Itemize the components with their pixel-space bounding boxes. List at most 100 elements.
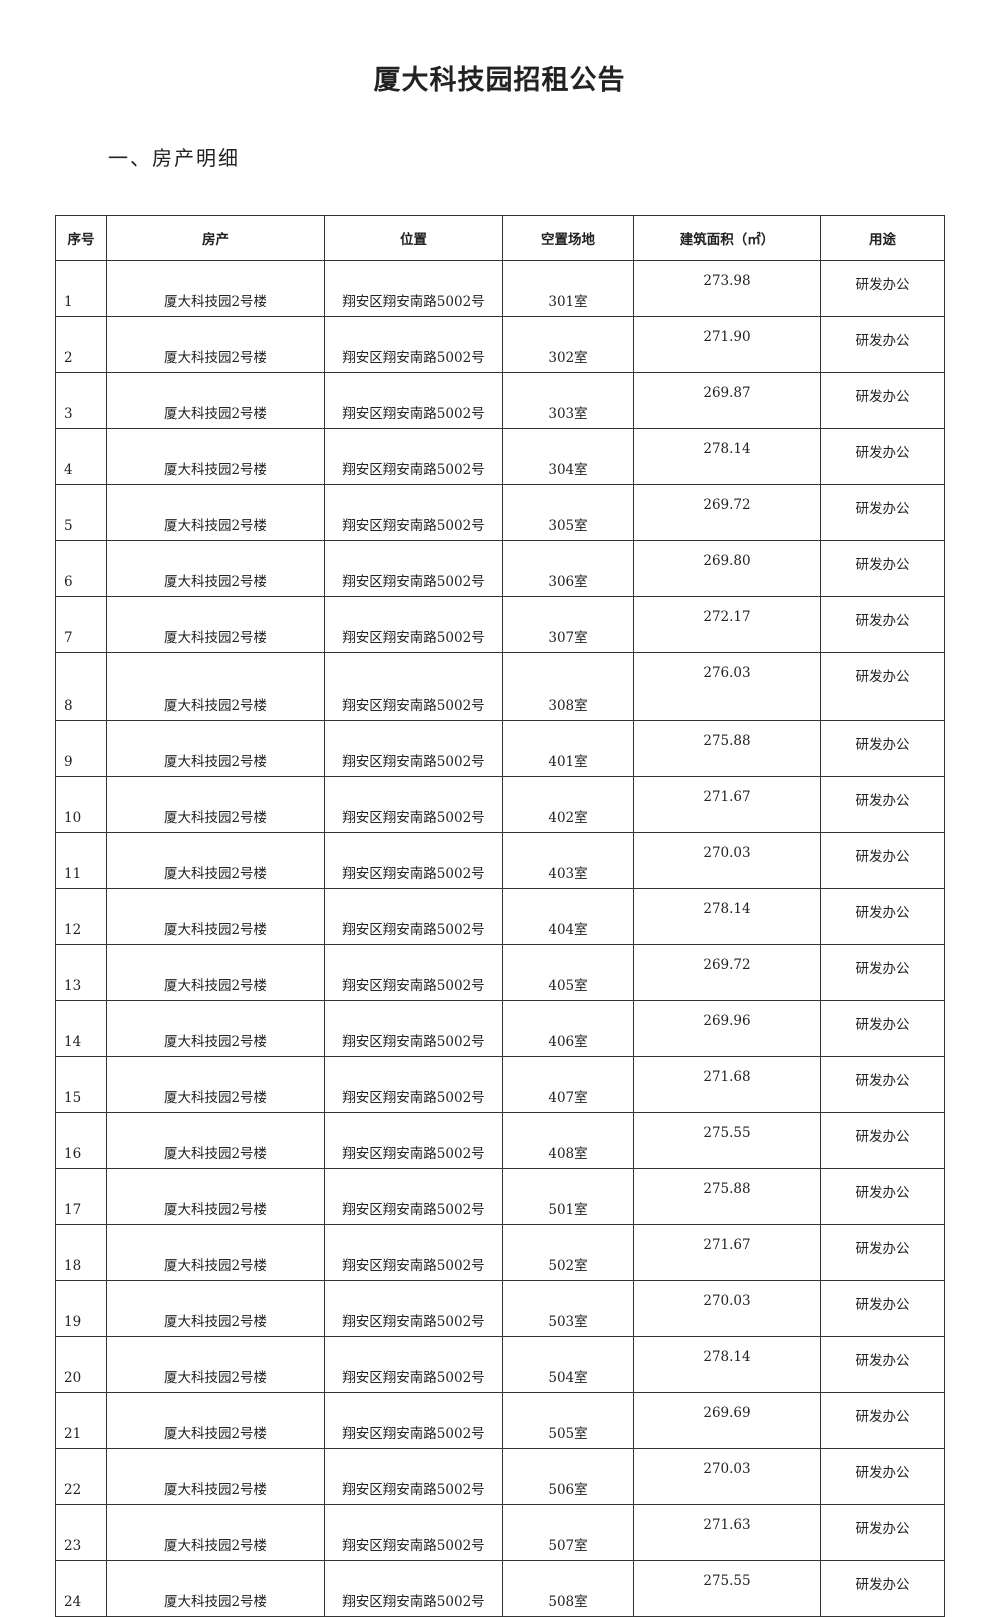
cell-vacant-space: 503室 [502, 1280, 634, 1337]
cell-usage: 研发办公 [820, 484, 945, 541]
cell-floor-area: 275.55 [633, 1112, 821, 1169]
cell-property: 厦大科技园2号楼 [106, 720, 325, 777]
cell-floor-area: 273.98 [633, 260, 821, 317]
cell-floor-area: 278.14 [633, 888, 821, 945]
table-row: 7 厦大科技园2号楼 翔安区翔安南路5002号 307室 272.17 研发办公 [55, 596, 945, 653]
cell-index: 24 [55, 1560, 107, 1617]
cell-usage: 研发办公 [820, 652, 945, 721]
cell-property: 厦大科技园2号楼 [106, 832, 325, 889]
cell-property: 厦大科技园2号楼 [106, 1504, 325, 1561]
header-property: 房产 [106, 215, 325, 261]
cell-index: 4 [55, 428, 107, 485]
cell-property: 厦大科技园2号楼 [106, 316, 325, 373]
cell-location: 翔安区翔安南路5002号 [324, 596, 503, 653]
cell-vacant-space: 502室 [502, 1224, 634, 1281]
cell-usage: 研发办公 [820, 596, 945, 653]
cell-index: 22 [55, 1448, 107, 1505]
cell-property: 厦大科技园2号楼 [106, 260, 325, 317]
cell-floor-area: 269.80 [633, 540, 821, 597]
table-row: 9 厦大科技园2号楼 翔安区翔安南路5002号 401室 275.88 研发办公 [55, 720, 945, 777]
cell-usage: 研发办公 [820, 832, 945, 889]
cell-index: 8 [55, 652, 107, 721]
cell-floor-area: 278.14 [633, 1336, 821, 1393]
cell-property: 厦大科技园2号楼 [106, 1448, 325, 1505]
cell-vacant-space: 302室 [502, 316, 634, 373]
cell-location: 翔安区翔安南路5002号 [324, 944, 503, 1001]
cell-usage: 研发办公 [820, 540, 945, 597]
cell-index: 7 [55, 596, 107, 653]
cell-index: 20 [55, 1336, 107, 1393]
table-row: 22 厦大科技园2号楼 翔安区翔安南路5002号 506室 270.03 研发办公 [55, 1448, 945, 1505]
header-location: 位置 [324, 215, 503, 261]
section-heading: 一、房产明细 [108, 146, 240, 170]
cell-index: 16 [55, 1112, 107, 1169]
table-row: 3 厦大科技园2号楼 翔安区翔安南路5002号 303室 269.87 研发办公 [55, 372, 945, 429]
cell-location: 翔安区翔安南路5002号 [324, 720, 503, 777]
table-row: 21 厦大科技园2号楼 翔安区翔安南路5002号 505室 269.69 研发办公 [55, 1392, 945, 1449]
cell-property: 厦大科技园2号楼 [106, 1168, 325, 1225]
cell-floor-area: 278.14 [633, 428, 821, 485]
cell-location: 翔安区翔安南路5002号 [324, 316, 503, 373]
cell-usage: 研发办公 [820, 428, 945, 485]
cell-property: 厦大科技园2号楼 [106, 540, 325, 597]
table-row: 17 厦大科技园2号楼 翔安区翔安南路5002号 501室 275.88 研发办公 [55, 1168, 945, 1225]
header-usage: 用途 [820, 215, 945, 261]
cell-vacant-space: 308室 [502, 652, 634, 721]
cell-location: 翔安区翔安南路5002号 [324, 1112, 503, 1169]
cell-floor-area: 276.03 [633, 652, 821, 721]
cell-location: 翔安区翔安南路5002号 [324, 1000, 503, 1057]
cell-floor-area: 270.03 [633, 832, 821, 889]
table-row: 18 厦大科技园2号楼 翔安区翔安南路5002号 502室 271.67 研发办公 [55, 1224, 945, 1281]
table-row: 1 厦大科技园2号楼 翔安区翔安南路5002号 301室 273.98 研发办公 [55, 260, 945, 317]
table-row: 5 厦大科技园2号楼 翔安区翔安南路5002号 305室 269.72 研发办公 [55, 484, 945, 541]
cell-vacant-space: 405室 [502, 944, 634, 1001]
cell-vacant-space: 507室 [502, 1504, 634, 1561]
cell-vacant-space: 501室 [502, 1168, 634, 1225]
cell-index: 10 [55, 776, 107, 833]
cell-usage: 研发办公 [820, 1392, 945, 1449]
cell-usage: 研发办公 [820, 1560, 945, 1617]
cell-property: 厦大科技园2号楼 [106, 484, 325, 541]
cell-usage: 研发办公 [820, 720, 945, 777]
cell-location: 翔安区翔安南路5002号 [324, 832, 503, 889]
cell-vacant-space: 401室 [502, 720, 634, 777]
cell-property: 厦大科技园2号楼 [106, 1056, 325, 1113]
cell-usage: 研发办公 [820, 1056, 945, 1113]
table-row: 24 厦大科技园2号楼 翔安区翔安南路5002号 508室 275.55 研发办公 [55, 1560, 945, 1617]
cell-usage: 研发办公 [820, 1280, 945, 1337]
table-row: 4 厦大科技园2号楼 翔安区翔安南路5002号 304室 278.14 研发办公 [55, 428, 945, 485]
cell-vacant-space: 504室 [502, 1336, 634, 1393]
cell-index: 21 [55, 1392, 107, 1449]
cell-property: 厦大科技园2号楼 [106, 1000, 325, 1057]
cell-vacant-space: 505室 [502, 1392, 634, 1449]
cell-index: 12 [55, 888, 107, 945]
cell-usage: 研发办公 [820, 1112, 945, 1169]
cell-location: 翔安区翔安南路5002号 [324, 1056, 503, 1113]
cell-property: 厦大科技园2号楼 [106, 944, 325, 1001]
header-index: 序号 [55, 215, 107, 261]
cell-index: 9 [55, 720, 107, 777]
table-row: 8 厦大科技园2号楼 翔安区翔安南路5002号 308室 276.03 研发办公 [55, 652, 945, 721]
header-floor-area: 建筑面积（㎡） [633, 215, 821, 261]
table-row: 19 厦大科技园2号楼 翔安区翔安南路5002号 503室 270.03 研发办公 [55, 1280, 945, 1337]
cell-property: 厦大科技园2号楼 [106, 652, 325, 721]
property-table: 序号 房产 位置 空置场地 建筑面积（㎡） 用途 1 厦大科技园2号楼 翔安区翔安南… [55, 215, 945, 1617]
cell-index: 11 [55, 832, 107, 889]
table-row: 2 厦大科技园2号楼 翔安区翔安南路5002号 302室 271.90 研发办公 [55, 316, 945, 373]
cell-location: 翔安区翔安南路5002号 [324, 652, 503, 721]
cell-property: 厦大科技园2号楼 [106, 372, 325, 429]
cell-vacant-space: 408室 [502, 1112, 634, 1169]
cell-index: 5 [55, 484, 107, 541]
cell-vacant-space: 303室 [502, 372, 634, 429]
cell-index: 23 [55, 1504, 107, 1561]
cell-floor-area: 269.87 [633, 372, 821, 429]
cell-index: 19 [55, 1280, 107, 1337]
cell-index: 6 [55, 540, 107, 597]
cell-index: 2 [55, 316, 107, 373]
cell-floor-area: 275.88 [633, 720, 821, 777]
document-title: 厦大科技园招租公告 [373, 65, 626, 96]
cell-floor-area: 270.03 [633, 1448, 821, 1505]
cell-location: 翔安区翔安南路5002号 [324, 888, 503, 945]
cell-vacant-space: 306室 [502, 540, 634, 597]
cell-floor-area: 271.68 [633, 1056, 821, 1113]
